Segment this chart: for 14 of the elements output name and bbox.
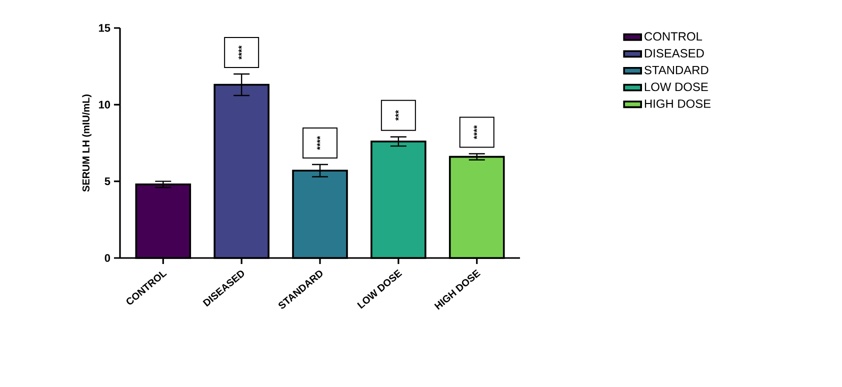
y-tick-label: 15 — [98, 24, 110, 32]
y-axis-title: SERUM LH (mIU/mL) — [82, 94, 92, 192]
legend-label: CONTROL — [644, 32, 702, 41]
legend-label: DISEASED — [644, 49, 704, 58]
legend-label: HIGH DOSE — [644, 99, 711, 108]
legend-label: STANDARD — [644, 66, 708, 74]
annotation: **** — [316, 136, 320, 150]
annotation: **** — [474, 125, 478, 140]
y-tick-label: 5 — [104, 178, 110, 186]
legend-label: LOW DOSE — [644, 82, 708, 92]
y-tick-label: 10 — [98, 100, 110, 109]
annotation: **** — [238, 46, 242, 60]
y-tick-label: 0 — [104, 254, 110, 262]
annotation: *** — [395, 110, 399, 121]
